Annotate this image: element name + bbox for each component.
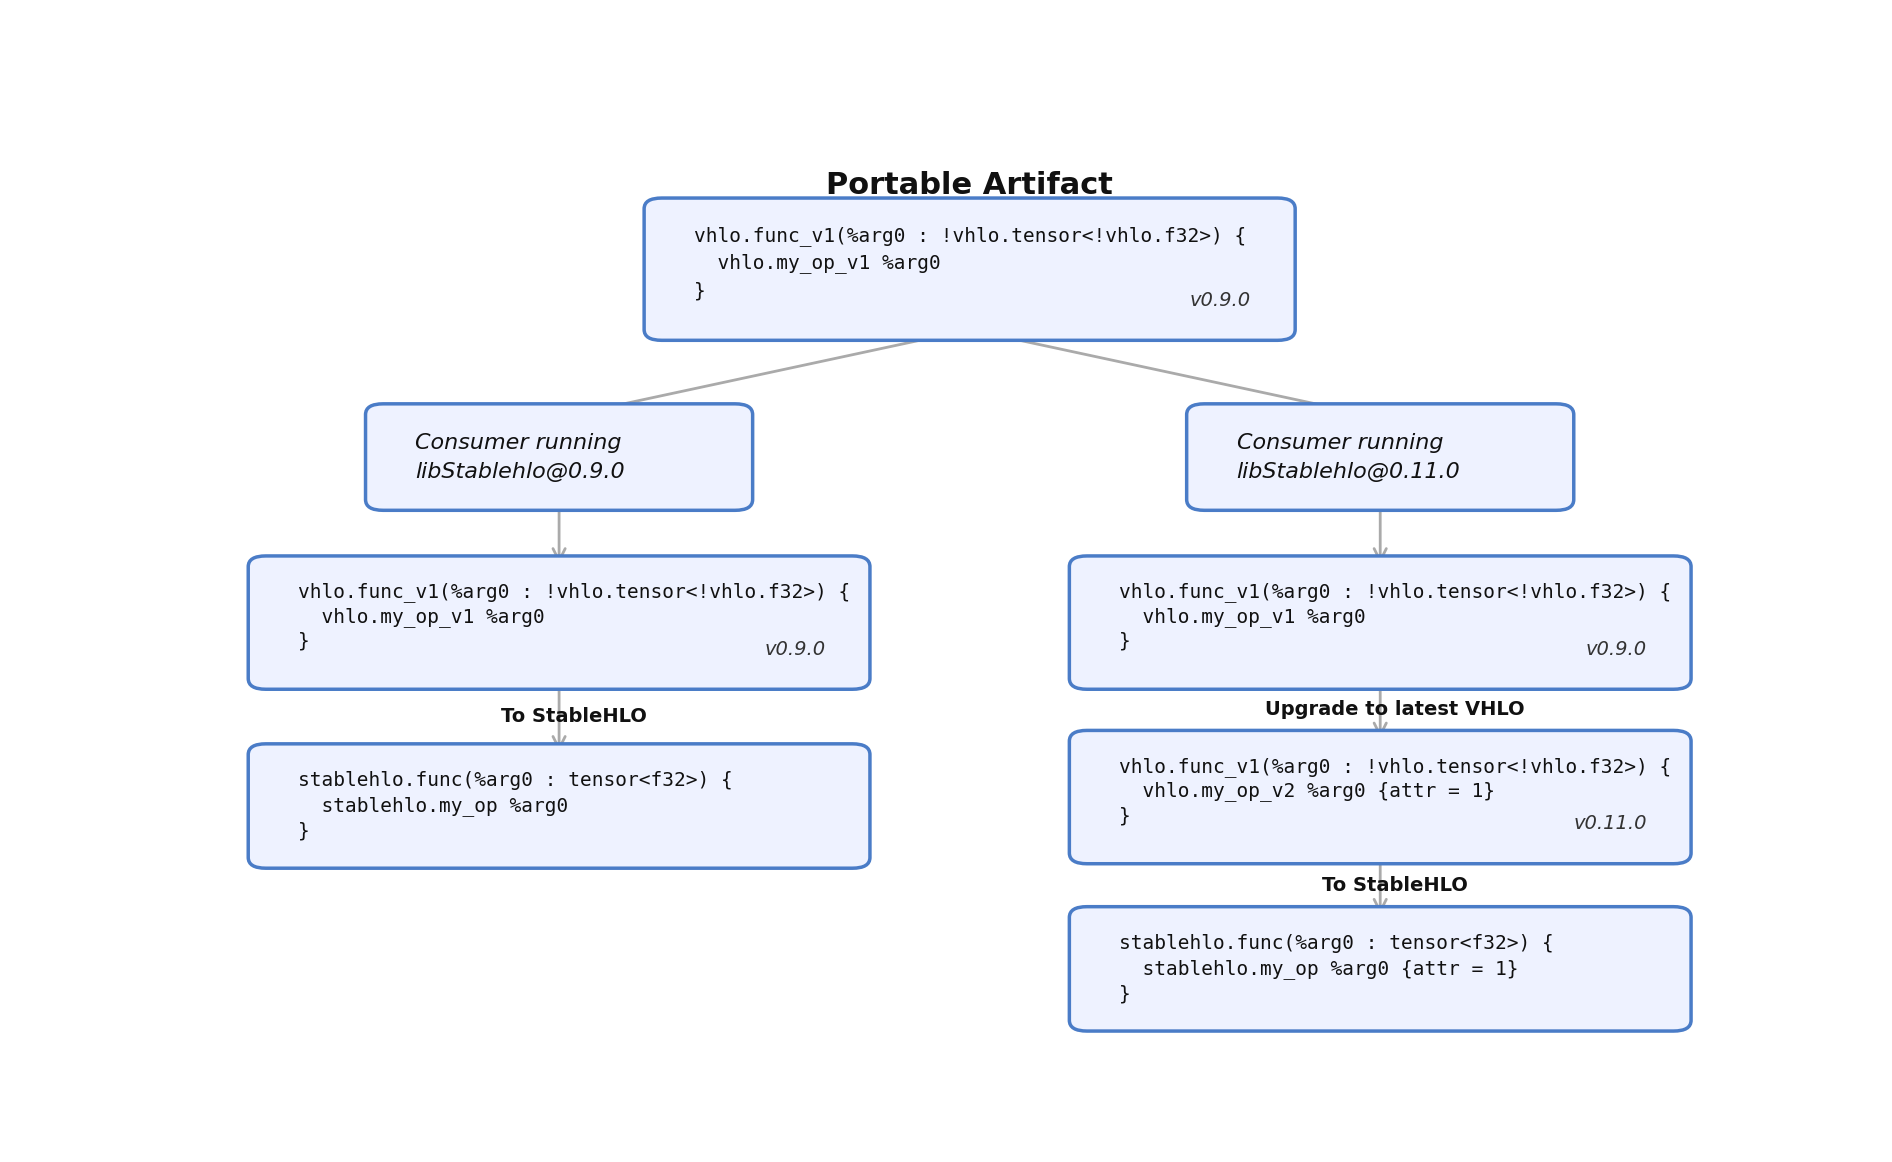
FancyBboxPatch shape [365,404,753,510]
Text: To StableHLO: To StableHLO [501,706,647,726]
FancyBboxPatch shape [1069,906,1691,1031]
FancyBboxPatch shape [248,555,870,689]
Text: To StableHLO: To StableHLO [1323,876,1468,895]
Text: }: } [694,281,706,300]
Text: }: } [1120,806,1131,825]
FancyBboxPatch shape [1069,555,1691,689]
Text: Upgrade to latest VHLO: Upgrade to latest VHLO [1266,701,1525,719]
Text: Portable Artifact: Portable Artifact [827,171,1112,200]
Text: vhlo.my_op_v2 %arg0 {attr = 1}: vhlo.my_op_v2 %arg0 {attr = 1} [1120,781,1495,802]
Text: vhlo.my_op_v1 %arg0: vhlo.my_op_v1 %arg0 [299,607,545,626]
Text: stablehlo.my_op %arg0 {attr = 1}: stablehlo.my_op %arg0 {attr = 1} [1120,959,1519,978]
Text: v0.9.0: v0.9.0 [1190,290,1251,310]
Text: Consumer running: Consumer running [416,432,622,452]
Text: }: } [299,822,310,841]
Text: vhlo.func_v1(%arg0 : !vhlo.tensor<!vhlo.f32>) {: vhlo.func_v1(%arg0 : !vhlo.tensor<!vhlo.… [299,582,850,602]
Text: }: } [299,632,310,651]
Text: stablehlo.func(%arg0 : tensor<f32>) {: stablehlo.func(%arg0 : tensor<f32>) { [299,772,732,790]
Text: vhlo.func_v1(%arg0 : !vhlo.tensor<!vhlo.f32>) {: vhlo.func_v1(%arg0 : !vhlo.tensor<!vhlo.… [1120,582,1671,602]
Text: vhlo.my_op_v1 %arg0: vhlo.my_op_v1 %arg0 [694,253,940,273]
FancyBboxPatch shape [248,744,870,868]
Text: v0.9.0: v0.9.0 [764,640,827,659]
Text: stablehlo.func(%arg0 : tensor<f32>) {: stablehlo.func(%arg0 : tensor<f32>) { [1120,934,1553,953]
Text: libStablehlo@0.11.0: libStablehlo@0.11.0 [1237,461,1461,481]
Text: v0.11.0: v0.11.0 [1574,815,1648,833]
FancyBboxPatch shape [643,198,1296,340]
Text: }: } [1120,984,1131,1004]
Text: stablehlo.my_op %arg0: stablehlo.my_op %arg0 [299,796,568,816]
FancyBboxPatch shape [1069,731,1691,863]
Text: vhlo.func_v1(%arg0 : !vhlo.tensor<!vhlo.f32>) {: vhlo.func_v1(%arg0 : !vhlo.tensor<!vhlo.… [694,225,1247,246]
Text: vhlo.my_op_v1 %arg0: vhlo.my_op_v1 %arg0 [1120,607,1366,626]
Text: v0.9.0: v0.9.0 [1585,640,1648,659]
Text: libStablehlo@0.9.0: libStablehlo@0.9.0 [416,461,624,481]
Text: vhlo.func_v1(%arg0 : !vhlo.tensor<!vhlo.f32>) {: vhlo.func_v1(%arg0 : !vhlo.tensor<!vhlo.… [1120,756,1671,776]
FancyBboxPatch shape [1186,404,1574,510]
Text: Consumer running: Consumer running [1237,432,1444,452]
Text: }: } [1120,632,1131,651]
